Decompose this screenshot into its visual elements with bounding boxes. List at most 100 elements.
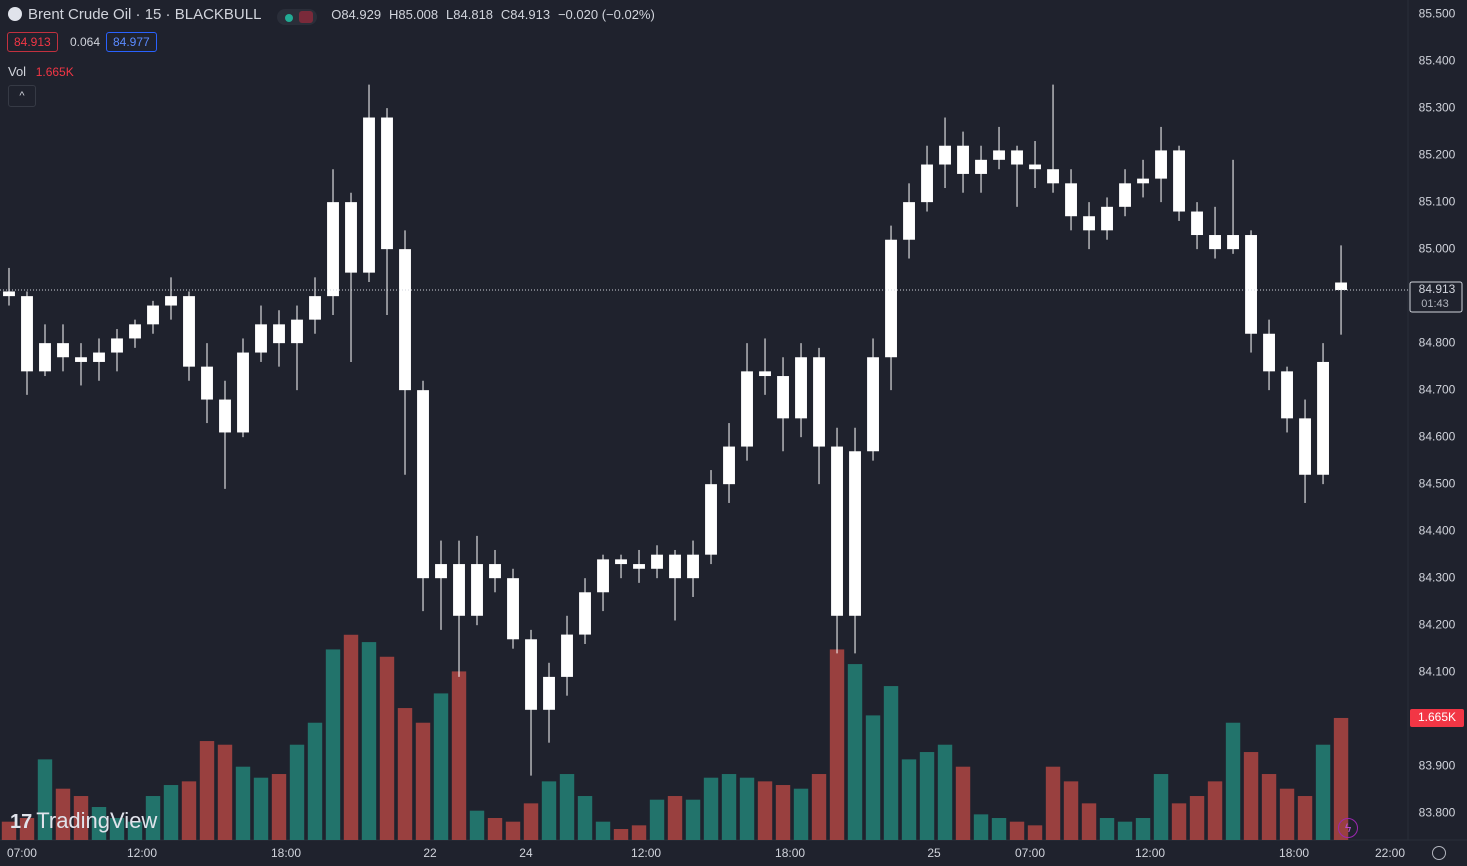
volume-bar: [487, 818, 503, 840]
volume-bar: [559, 774, 575, 840]
candle-body: [741, 371, 753, 447]
volume-bar: [361, 642, 377, 840]
volume-bar: [433, 693, 449, 840]
volume-bar: [1027, 825, 1043, 840]
x-tick-label: 25: [927, 846, 941, 860]
candle-body: [669, 554, 681, 579]
volume-bar: [1243, 752, 1259, 840]
volume-bar: [73, 796, 89, 840]
candle-body: [1263, 333, 1275, 372]
last-price-box: [1409, 281, 1463, 313]
volume-name: Vol: [8, 64, 27, 79]
volume-bar: [1009, 821, 1025, 840]
y-tick-label: 85.100: [1419, 194, 1456, 208]
ohlc-1: H85.008: [388, 7, 439, 22]
volume-bar: [901, 759, 917, 840]
last-price-label: 84.913: [1419, 282, 1456, 296]
y-tick-label: 84.600: [1419, 429, 1456, 443]
volume-bar: [685, 799, 701, 840]
candle-body: [849, 451, 861, 616]
ask-box[interactable]: 84.977: [106, 32, 157, 52]
y-tick-label: 84.700: [1419, 382, 1456, 396]
volume-bar: [1045, 766, 1061, 840]
candle-body: [1299, 418, 1311, 475]
candle-body: [93, 352, 105, 362]
volume-bar: [865, 715, 881, 840]
candle-body: [309, 296, 321, 320]
ohlc-2: L84.818: [446, 7, 494, 22]
volume-legend: Vol 1.665K: [8, 64, 74, 79]
volume-bar: [1261, 774, 1277, 840]
candle-body: [597, 559, 609, 593]
x-tick-label: 07:00: [1015, 846, 1045, 860]
x-tick-label: 07:00: [7, 846, 37, 860]
candle-body: [1137, 178, 1149, 184]
volume-bar: [991, 818, 1007, 840]
candle-body: [543, 676, 555, 710]
candle-body: [417, 390, 429, 579]
volume-bar: [1081, 803, 1097, 840]
y-tick-label: 83.900: [1419, 758, 1456, 772]
volume-bar: [1297, 796, 1313, 840]
volume-bar: [739, 777, 755, 840]
candle-body: [903, 202, 915, 240]
status-pill[interactable]: [277, 9, 318, 25]
y-tick-label: 85.500: [1419, 6, 1456, 20]
x-tick-label: 24: [519, 846, 533, 860]
symbol-title[interactable]: Brent Crude Oil · 15 · BLACKBULL: [28, 6, 262, 23]
candle-body: [633, 564, 645, 569]
volume-value: 1.665K: [35, 65, 74, 79]
volume-bar: [253, 777, 269, 840]
candle-body: [345, 202, 357, 273]
y-tick-label: 83.800: [1419, 805, 1456, 819]
spread: 0.064: [70, 35, 101, 49]
candle-body: [975, 159, 987, 174]
volume-bar: [37, 759, 53, 840]
candle-body: [57, 343, 69, 358]
volume-bar: [163, 785, 179, 840]
candle-body: [1227, 235, 1239, 250]
logo: 17 TradingView: [10, 808, 158, 833]
volume-bar: [919, 752, 935, 840]
volume-bar: [307, 722, 323, 840]
y-tick-label: 84.800: [1419, 335, 1456, 349]
flash-button[interactable]: ϟ: [1338, 818, 1358, 838]
candle-body: [237, 352, 249, 433]
candle-body: [471, 564, 483, 616]
volume-bar: [595, 821, 611, 840]
candle-body: [1281, 371, 1293, 419]
volume-bar: [505, 821, 521, 840]
candle-body: [165, 296, 177, 306]
volume-bar: [1135, 818, 1151, 840]
candle-body: [831, 446, 843, 616]
y-tick-label: 84.200: [1419, 617, 1456, 631]
volume-bar: [1171, 803, 1187, 840]
volume-bar: [811, 774, 827, 840]
candle-body: [183, 296, 195, 367]
volume-bar: [829, 649, 845, 840]
bid-box[interactable]: 84.913: [7, 32, 58, 52]
y-tick-label: 84.500: [1419, 476, 1456, 490]
candle-body: [813, 357, 825, 447]
y-tick-label: 84.300: [1419, 570, 1456, 584]
volume-bar: [181, 781, 197, 840]
y-tick-label: 85.200: [1419, 147, 1456, 161]
volume-bar: [721, 774, 737, 840]
candle-body: [129, 324, 141, 339]
volume-bar: [415, 722, 431, 840]
candle-body: [939, 145, 951, 165]
x-tick-label: 22:00: [1375, 846, 1405, 860]
volume-bar: [1063, 781, 1079, 840]
countdown-label: 01:43: [1421, 298, 1449, 310]
x-tick-label: 18:00: [775, 846, 805, 860]
volume-bar: [109, 818, 125, 840]
volume-bar: [631, 825, 647, 840]
collapse-button[interactable]: ^: [8, 85, 36, 107]
volume-label-box: [1410, 708, 1464, 727]
settings-button[interactable]: [1432, 846, 1446, 860]
candle-body: [489, 564, 501, 579]
candle-body: [759, 371, 771, 377]
volume-bar: [703, 777, 719, 840]
